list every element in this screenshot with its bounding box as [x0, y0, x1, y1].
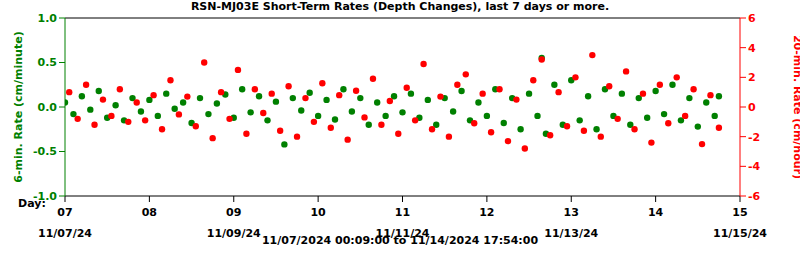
svg-text:-4: -4: [748, 160, 761, 173]
svg-text:10: 10: [310, 206, 326, 219]
svg-text:2: 2: [748, 71, 756, 84]
svg-text:11/07/24: 11/07/24: [38, 227, 92, 240]
svg-text:20-min. Rate (cm/hour): 20-min. Rate (cm/hour): [791, 35, 792, 179]
svg-text:-6: -6: [748, 190, 761, 203]
svg-text:07: 07: [57, 206, 72, 219]
svg-text:-0.5: -0.5: [33, 145, 57, 158]
svg-text:15: 15: [732, 206, 747, 219]
svg-text:11/09/24: 11/09/24: [207, 227, 261, 240]
svg-text:14: 14: [648, 206, 664, 219]
svg-text:6: 6: [748, 12, 756, 25]
svg-text:0: 0: [748, 101, 756, 114]
svg-text:11: 11: [395, 206, 410, 219]
svg-text:6-min. Rate (cm/minute): 6-min. Rate (cm/minute): [12, 31, 25, 182]
svg-text:11/15/24: 11/15/24: [713, 227, 767, 240]
svg-text:11/13/24: 11/13/24: [544, 227, 598, 240]
svg-text:13: 13: [564, 206, 579, 219]
svg-text:0.0: 0.0: [38, 101, 58, 114]
svg-text:4: 4: [748, 42, 756, 55]
svg-text:08: 08: [142, 206, 157, 219]
svg-text:09: 09: [226, 206, 241, 219]
svg-text:12: 12: [479, 206, 494, 219]
svg-text:-2: -2: [748, 131, 760, 144]
svg-text:1.0: 1.0: [38, 12, 58, 25]
svg-text:0.5: 0.5: [38, 56, 58, 69]
